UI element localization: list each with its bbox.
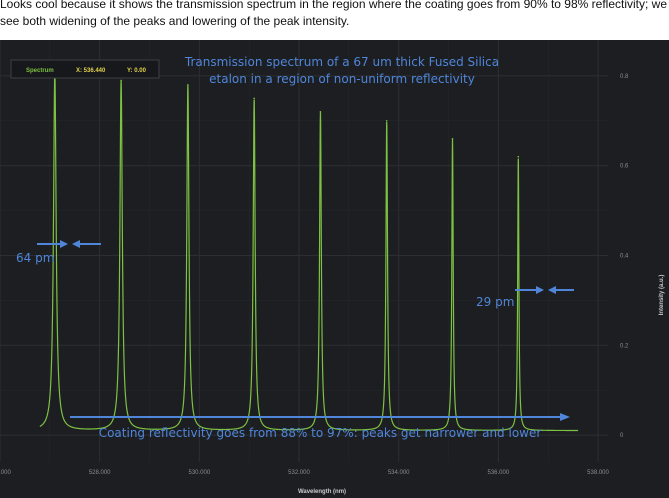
spectrum-peak-3 <box>187 84 189 86</box>
spectrum-peak-4 <box>253 97 255 100</box>
right-width-marker <box>515 286 574 294</box>
annotation-title-line2: etalon in a region of non-uniform reflec… <box>209 72 475 86</box>
y-tick-label: 0.4 <box>620 253 629 259</box>
annotation-right-width: 29 pm <box>476 295 514 309</box>
spectrum-peak-7 <box>451 137 454 140</box>
x-axis-title: Wavelength (nm) <box>298 489 346 495</box>
tick-labels: 526.000 528.000 530.000 532.000 534.000 536.0… <box>0 74 629 476</box>
left-arrowhead-out <box>72 240 80 248</box>
left-width-marker <box>37 240 101 248</box>
spectrum-peak-6 <box>385 120 388 122</box>
spectrum-chart[interactable]: 526.000 528.000 530.000 532.000 534.000 536.0… <box>0 40 669 498</box>
cursor-y-value: Y: 0.00 <box>127 68 147 74</box>
annotation-bottom-note: Coating reflectivity goes from 88% to 97… <box>99 426 542 440</box>
x-tick-label: 532.000 <box>288 470 310 476</box>
x-tick-label: 528.000 <box>89 470 111 476</box>
cursor-readout: Spectrum X: 536.440 Y: 0.00 <box>10 59 160 79</box>
right-arrowhead-out <box>548 286 556 294</box>
y-axis-title: Intensity (a.u.) <box>659 275 665 316</box>
cursor-series-label: Spectrum <box>26 68 54 74</box>
x-tick-label: 536.000 <box>488 470 510 476</box>
y-tick-label: 0.6 <box>620 164 629 170</box>
y-tick-label: 0 <box>620 433 624 439</box>
chart-panel[interactable]: 526.000 528.000 530.000 532.000 534.000 536.0… <box>0 40 669 498</box>
spectrum-peak-8 <box>517 155 520 158</box>
y-tick-label: 0.8 <box>620 74 629 80</box>
cursor-readout-box <box>10 59 160 79</box>
x-tick-label: 538.000 <box>587 470 609 476</box>
x-tick-label: 530.000 <box>188 470 210 476</box>
bottom-arrow <box>70 413 570 421</box>
spectrum-line <box>39 71 579 432</box>
caption-text: Looks cool because it shows the transmis… <box>0 0 668 28</box>
x-tick-label: 526.000 <box>0 470 12 476</box>
grid <box>0 40 608 462</box>
spectrum-peak-5 <box>319 111 322 113</box>
bottom-arrowhead <box>560 413 570 421</box>
cursor-x-value: X: 536.440 <box>76 68 106 74</box>
annotation-title-line1: Transmission spectrum of a 67 um thick F… <box>184 55 499 69</box>
left-arrowhead-in <box>60 240 68 248</box>
spectrum-peak-2 <box>120 79 122 82</box>
annotation-left-width: 64 pm <box>16 251 54 265</box>
series-layer <box>39 70 579 432</box>
y-tick-label: 0.2 <box>620 343 629 349</box>
x-tick-label: 534.000 <box>388 470 410 476</box>
right-arrowhead-in <box>536 286 544 294</box>
